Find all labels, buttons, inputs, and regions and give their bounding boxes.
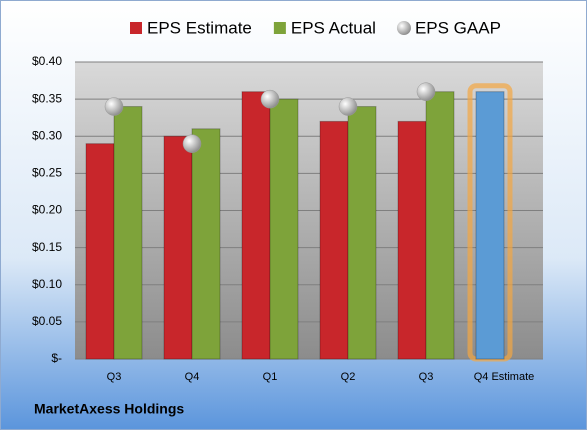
- legend-marker: [130, 22, 142, 34]
- bar: [191, 128, 221, 360]
- legend-marker: [396, 21, 411, 35]
- bar: [425, 91, 455, 360]
- x-tick-label: Q2: [341, 371, 356, 383]
- bar: [397, 120, 427, 360]
- x-tick-label: Q4 Estimate: [474, 371, 535, 383]
- legend-label: EPS Actual: [291, 18, 376, 37]
- gaap-marker: [416, 82, 436, 101]
- x-tick-label: Q1: [263, 371, 278, 383]
- gaap-marker: [104, 97, 124, 116]
- legend-label: EPS GAAP: [415, 18, 501, 37]
- y-tick-label: $0.10: [32, 277, 62, 291]
- y-tick-label: $0.30: [32, 128, 62, 142]
- bar: [241, 91, 271, 360]
- y-tick-label: $0.25: [32, 166, 62, 180]
- bar: [319, 120, 349, 360]
- chart-title: MarketAxess Holdings: [34, 401, 184, 417]
- y-tick-label: $-: [51, 351, 62, 365]
- gaap-marker: [260, 89, 280, 109]
- bar: [113, 106, 143, 360]
- y-tick-label: $0.15: [32, 240, 62, 254]
- bar: [163, 135, 193, 360]
- x-tick-label: Q3: [419, 371, 434, 383]
- y-tick-label: $0.20: [32, 203, 62, 217]
- gaap-marker: [182, 134, 202, 153]
- bar: [269, 98, 299, 360]
- y-tick-label: $0.05: [32, 314, 62, 328]
- y-tick-label: $0.40: [32, 54, 62, 68]
- bar: [475, 91, 505, 360]
- bar: [347, 106, 377, 360]
- bar: [85, 143, 115, 360]
- x-tick-label: Q4: [185, 371, 200, 383]
- x-tick-label: Q3: [107, 371, 122, 383]
- legend-marker: [273, 22, 286, 34]
- gaap-marker: [338, 97, 358, 116]
- legend-label: EPS Estimate: [147, 18, 252, 37]
- y-tick-label: $0.35: [32, 91, 62, 105]
